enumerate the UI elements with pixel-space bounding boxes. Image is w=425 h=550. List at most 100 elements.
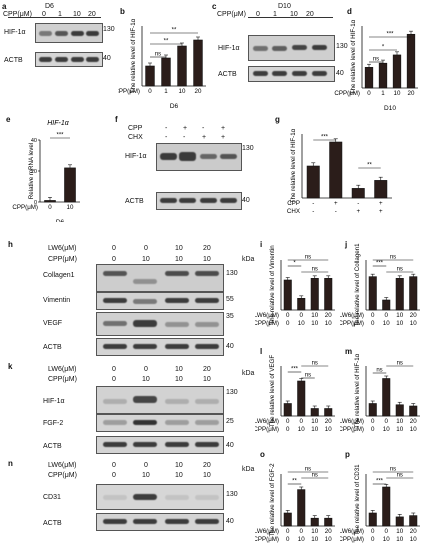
blot-f-actb <box>156 192 242 210</box>
x-tick-label: 0 <box>367 90 371 97</box>
x-tick-label: 20 <box>325 418 332 425</box>
blot-f-chx-0: - <box>165 134 168 141</box>
blot-h-vimentin <box>96 292 224 310</box>
x-tick-label: 0 <box>148 88 152 95</box>
x-tick-label: 10 <box>179 88 186 95</box>
x-tick-label: 10 <box>396 320 403 327</box>
sig-label: ** <box>367 163 372 169</box>
bar <box>374 180 388 199</box>
blot-k-row-fgf2: FGF-2 <box>43 420 64 427</box>
bar <box>310 278 319 311</box>
blot-f-row-hif: HIF-1α <box>125 153 147 160</box>
bar <box>329 141 343 199</box>
panel-label-i: i <box>260 240 263 249</box>
panel-label-e: e <box>6 115 11 124</box>
x-tick-label: 10 <box>311 312 318 319</box>
panel-label-j: j <box>345 240 348 249</box>
y-tick-label: 40 <box>31 138 37 144</box>
sig-label: *** <box>56 133 64 139</box>
bar <box>395 404 404 417</box>
x-tick-label: 0 <box>385 528 389 535</box>
x-tick-label: 20 <box>408 90 415 97</box>
blot-n-cpp-2: 10 <box>175 472 183 479</box>
panel-label-g: g <box>275 115 280 124</box>
x-tick-label: 10 <box>325 426 332 433</box>
x-tick-label: 0 <box>385 312 389 319</box>
blot-k-lw6-label: LW6(μM) <box>48 366 77 373</box>
blot-c-actb <box>248 66 335 82</box>
x-tick-label: 10 <box>325 320 332 327</box>
y-axis-label: The relative level of Collagen1 <box>354 243 361 327</box>
blot-n-row-cd31: CD31 <box>43 494 61 501</box>
y-axis-label: The relative level of HIF-1α <box>290 128 297 203</box>
blot-f-chx-3: + <box>221 134 226 141</box>
blot-k-cpp-label: CPP(μM) <box>48 376 77 383</box>
x-row-label: LW6(μM) <box>340 418 364 425</box>
blot-a-cpp-3: 20 <box>88 11 96 18</box>
x-row-label: CPP(μM) <box>12 204 38 211</box>
blot-k-lw6-1: 0 <box>144 366 148 373</box>
blot-k-cpp-1: 10 <box>142 376 150 383</box>
bar <box>161 57 171 87</box>
blot-k-hif <box>96 386 224 414</box>
blot-f-chx-1: - <box>183 134 186 141</box>
blot-h-lw6-2: 10 <box>175 245 183 252</box>
x-tick-label: 0 <box>385 418 389 425</box>
blot-f-cpp-0: - <box>165 125 168 132</box>
panel-label-l: l <box>260 347 263 356</box>
x-tick-label: 0 <box>300 312 304 319</box>
blot-n-lw6-1: 0 <box>144 462 148 469</box>
x-row-label: CPP(μM) <box>255 320 279 327</box>
y-axis-label: The relative level of CD31 <box>354 464 361 536</box>
sig-label: ns <box>397 473 403 479</box>
blot-a-row-hif: HIF-1α <box>4 29 26 36</box>
blot-a-row-actb: ACTB <box>4 57 23 64</box>
bar <box>392 54 402 89</box>
x-row-label: LW6(μM) <box>255 418 279 425</box>
blot-k-lw6-3: 20 <box>203 366 211 373</box>
blot-n-lw6-label: LW6(μM) <box>48 462 77 469</box>
x-row-label: LW6(μM) <box>255 528 279 535</box>
x-tick-label: 0 <box>300 528 304 535</box>
chart-e-title: HIF-1α <box>47 120 70 127</box>
sig-label: ns <box>312 267 318 273</box>
blot-f-chx-label: CHX <box>128 134 143 141</box>
blot-f-cpp-3: + <box>221 125 226 132</box>
panel-label-p: p <box>345 450 350 459</box>
blot-h-lw6-1: 0 <box>144 245 148 252</box>
blot-h-row-vimentin: Vimentin <box>43 297 71 304</box>
x-tick-label: 20 <box>195 88 202 95</box>
x-tick-label: 10 <box>311 418 318 425</box>
y-axis-label: The relative level of HIF-1α <box>350 19 357 94</box>
blot-c-cpp-0: 0 <box>256 11 260 18</box>
blot-f-cpp-label: CPP <box>128 125 143 132</box>
x-tick-label: 10 <box>396 528 403 535</box>
x-axis-day-label: D6 <box>56 219 65 222</box>
bar <box>193 39 203 87</box>
blot-c-row-hif: HIF-1α <box>218 45 240 52</box>
x-tick-label: 0 <box>286 312 290 319</box>
blot-h-cpp-2: 10 <box>175 256 183 263</box>
blot-c-cpp-2: 10 <box>290 11 298 18</box>
x-row-label: CPP(μM) <box>340 426 364 433</box>
y-axis-label: The relative level of Vimentin <box>269 245 276 325</box>
bar <box>395 278 404 311</box>
x-tick-label: 0 <box>286 528 290 535</box>
blot-k-fgf2 <box>96 414 224 432</box>
sig-label: ** <box>164 39 169 45</box>
blot-h-cpp-1: 10 <box>142 256 150 263</box>
blot-k-mw-25: 25 <box>226 418 234 425</box>
blot-a-cpp-label: CPP(μM) <box>3 11 32 18</box>
x-row-label: LW6(μM) <box>255 312 279 319</box>
bar <box>324 278 333 311</box>
bar <box>378 62 388 89</box>
blot-h-row-collagen1: Collagen1 <box>43 272 75 279</box>
x-tick-label: 10 <box>410 320 417 327</box>
sig-label: *** <box>376 261 384 267</box>
x-tick-label: - <box>335 208 337 215</box>
blot-a-mw-130: 130 <box>103 26 115 33</box>
sig-label: ns <box>397 361 403 367</box>
